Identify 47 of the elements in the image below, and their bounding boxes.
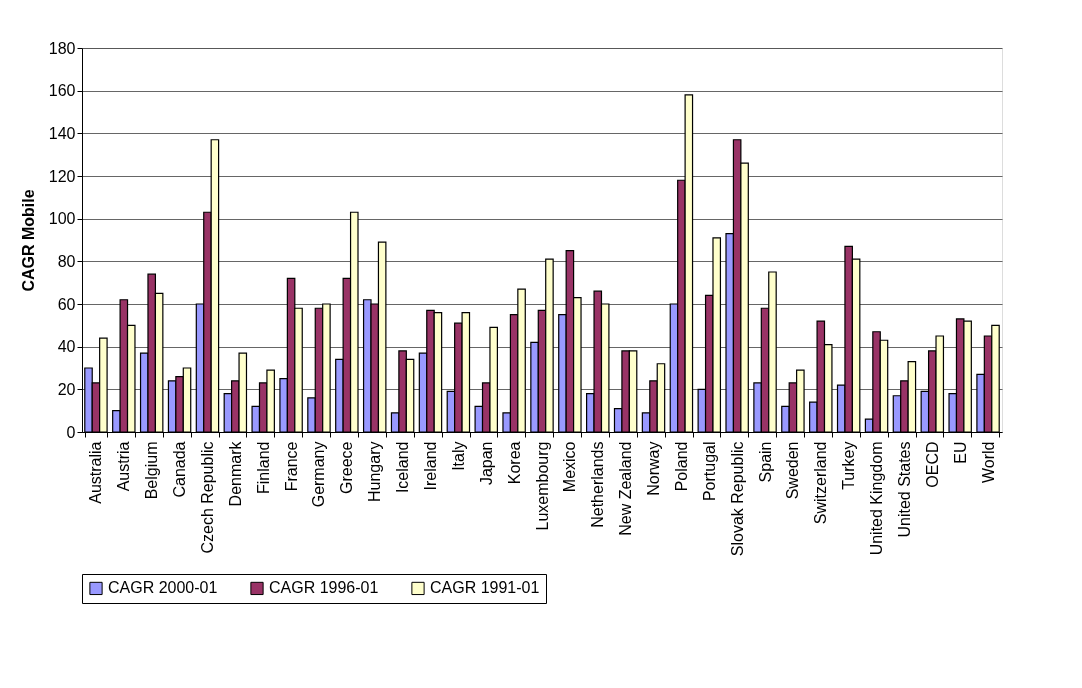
y-tick-label: 80 <box>57 252 76 270</box>
y-tick-label: 20 <box>57 380 76 398</box>
x-tick-label: Canada <box>171 441 189 498</box>
legend-label: CAGR 1996-01 <box>269 579 379 597</box>
x-tick-label: Iceland <box>394 441 412 494</box>
legend-label: CAGR 1991-01 <box>430 579 540 597</box>
x-tick-label: Norway <box>645 441 663 496</box>
x-tick-label: OECD <box>923 441 941 488</box>
x-tick-label: Spain <box>756 441 774 483</box>
x-tick-label: Mexico <box>561 441 579 493</box>
x-tick-label: Australia <box>87 441 105 504</box>
x-tick-label: Korea <box>505 441 523 485</box>
x-tick-label: Greece <box>338 441 356 494</box>
y-tick-label: 180 <box>48 39 76 57</box>
x-tick-label: World <box>979 441 997 483</box>
x-tick-label: Japan <box>477 441 495 486</box>
x-tick-label: EU <box>951 441 969 464</box>
x-tick-label: New Zealand <box>617 441 635 536</box>
y-tick-label: 60 <box>57 295 76 313</box>
x-tick-label: Portugal <box>700 441 718 502</box>
y-tick-label: 40 <box>57 338 76 356</box>
x-tick-label: Germany <box>310 441 328 508</box>
x-tick-label: Switzerland <box>812 441 830 525</box>
y-tick-label: 140 <box>48 124 76 142</box>
x-tick-label: Czech Republic <box>198 441 216 554</box>
x-tick-label: United States <box>895 441 913 538</box>
x-tick-label: Ireland <box>421 441 439 491</box>
x-tick-label: Slovak Republic <box>728 441 746 557</box>
x-tick-label: Austria <box>115 441 133 492</box>
x-tick-label: Finland <box>254 441 272 494</box>
x-tick-label: United Kingdom <box>868 441 886 556</box>
x-tick-label: Hungary <box>366 441 384 502</box>
x-tick-label: Netherlands <box>589 441 607 528</box>
x-tick-label: Luxembourg <box>533 441 551 531</box>
x-tick-label: France <box>282 441 300 492</box>
legend-label: CAGR 2000-01 <box>108 579 218 597</box>
x-tick-label: Denmark <box>226 440 244 507</box>
y-tick-label: 100 <box>48 210 76 228</box>
y-tick-label: 120 <box>48 167 76 185</box>
y-tick-label: 160 <box>48 82 76 100</box>
y-axis-title: CAGR Mobile <box>19 189 37 292</box>
x-tick-label: Italy <box>449 441 467 471</box>
x-tick-label: Turkey <box>840 441 858 490</box>
x-tick-label: Sweden <box>784 441 802 500</box>
x-tick-label: Belgium <box>143 441 161 500</box>
x-tick-label: Poland <box>672 441 690 492</box>
y-tick-label: 0 <box>66 423 76 441</box>
